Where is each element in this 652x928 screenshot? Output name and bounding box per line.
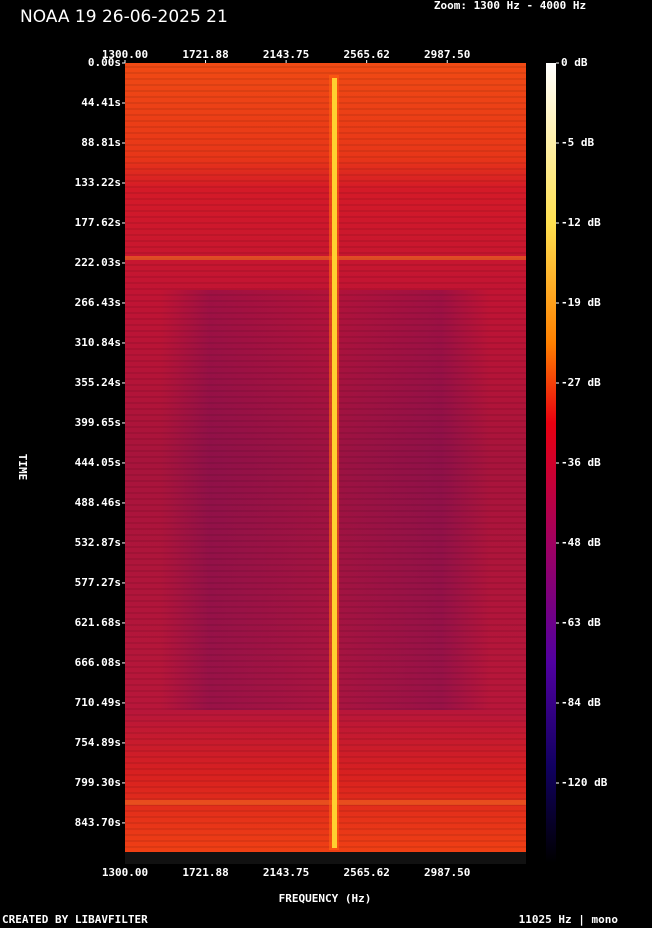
- colorbar-tick-label: -27 dB: [561, 376, 601, 389]
- y-tick-label: 0.00s: [88, 56, 121, 69]
- x-tick-label: 1721.88: [182, 48, 228, 61]
- y-tick-label: 843.70s: [75, 816, 121, 829]
- colorbar-tick-label: -120 dB: [561, 776, 608, 789]
- y-tick-label: 666.08s: [75, 656, 121, 669]
- colorbar-tick-label: -12 dB: [561, 216, 601, 229]
- y-tick-label: 621.68s: [75, 616, 121, 629]
- y-tick-label: 44.41s: [81, 96, 121, 109]
- colorbar-tick-label: -48 dB: [561, 536, 601, 549]
- x-tick-label: 1721.88: [182, 866, 228, 879]
- x-tick-label: 2987.50: [424, 48, 470, 61]
- spectrogram-image: [125, 63, 526, 864]
- y-tick-label: 222.03s: [75, 256, 121, 269]
- y-tick-label: 754.89s: [75, 736, 121, 749]
- colorbar-tick-label: -36 dB: [561, 456, 601, 469]
- colorbar-tick-label: 0 dB: [561, 56, 588, 69]
- footer-left: CREATED BY LIBAVFILTER: [2, 913, 148, 926]
- x-tick-label: 2565.62: [343, 48, 389, 61]
- x-tick-label: 2565.62: [343, 866, 389, 879]
- y-tick-label: 88.81s: [81, 136, 121, 149]
- y-tick-label: 266.43s: [75, 296, 121, 309]
- footer-right: 11025 Hz | mono: [519, 913, 619, 926]
- x-tick-label: 1300.00: [102, 866, 148, 879]
- colorbar-tick-label: -5 dB: [561, 136, 594, 149]
- title: NOAA 19 26-06-2025 21: [20, 7, 228, 27]
- x-tick-label: 1300.00: [102, 48, 148, 61]
- y-axis-label: TIME: [16, 454, 29, 481]
- y-tick-label: 444.05s: [75, 456, 121, 469]
- x-tick-label: 2143.75: [263, 866, 309, 879]
- y-tick-label: 577.27s: [75, 576, 121, 589]
- y-tick-label: 799.30s: [75, 776, 121, 789]
- zoom-label: Zoom: 1300 Hz - 4000 Hz: [434, 0, 586, 12]
- colorbar: [546, 63, 556, 863]
- y-tick-label: 310.84s: [75, 336, 121, 349]
- y-tick-label: 488.46s: [75, 496, 121, 509]
- x-tick-label: 2987.50: [424, 866, 470, 879]
- colorbar-tick-label: -19 dB: [561, 296, 601, 309]
- x-axis-label: FREQUENCY (Hz): [279, 892, 372, 905]
- y-tick-label: 532.87s: [75, 536, 121, 549]
- y-tick-label: 355.24s: [75, 376, 121, 389]
- colorbar-tick-label: -84 dB: [561, 696, 601, 709]
- y-tick-label: 710.49s: [75, 696, 121, 709]
- colorbar-tick-label: -63 dB: [561, 616, 601, 629]
- y-tick-label: 177.62s: [75, 216, 121, 229]
- x-tick-label: 2143.75: [263, 48, 309, 61]
- y-tick-label: 133.22s: [75, 176, 121, 189]
- y-tick-label: 399.65s: [75, 416, 121, 429]
